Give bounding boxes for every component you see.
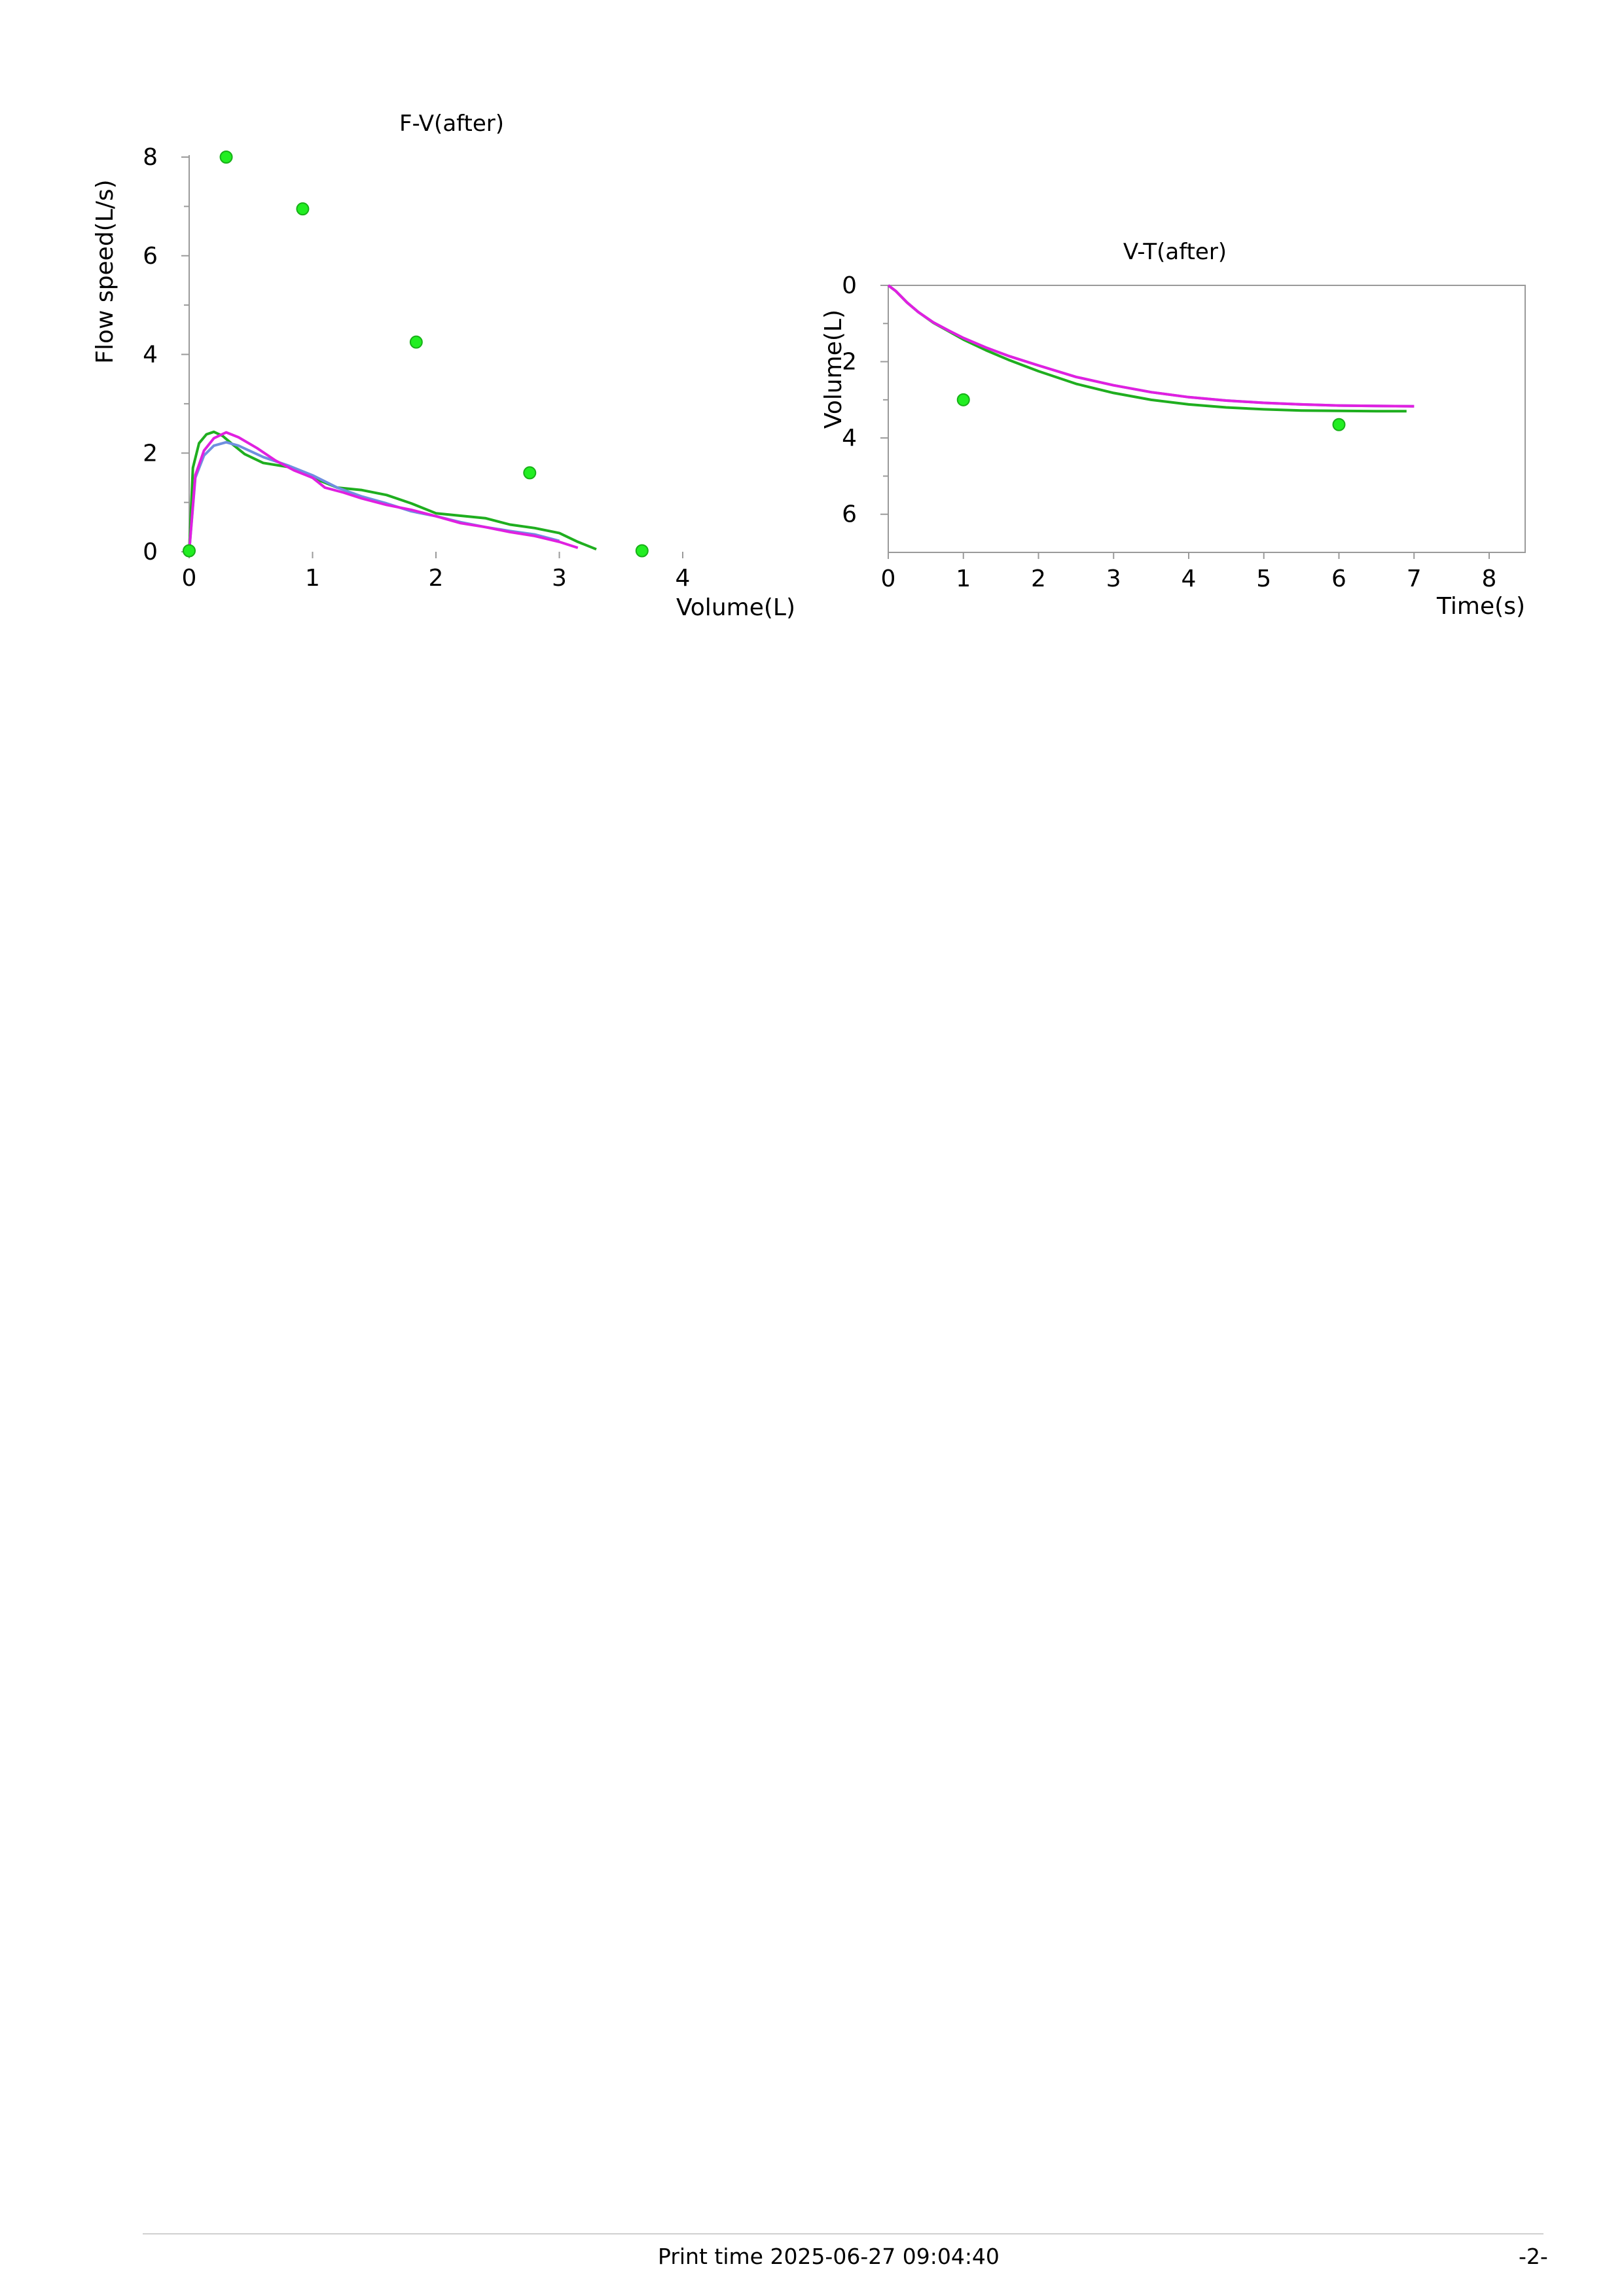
fv-y-tick-label: 8 — [143, 144, 158, 171]
fv-plot-area: 0 1 2 3 4 0 2 4 6 8 — [143, 144, 690, 592]
vt-plot-frame — [888, 285, 1526, 553]
vt-x-tick-label: 1 — [956, 565, 971, 592]
fv-x-tick-label: 2 — [429, 565, 444, 592]
fv-y-tick-label: 0 — [143, 539, 158, 565]
fv-chart: F-V(after) Flow speed(L/s) Volume(L) 0 1 2… — [92, 111, 795, 621]
vt-plot-area: 0 1 2 3 4 5 6 7 8 0 2 4 6 — [842, 272, 1496, 592]
vt-x-tick-label: 6 — [1331, 565, 1346, 592]
fv-x-axis-label: Volume(L) — [676, 594, 795, 621]
fv-y-tick-label: 6 — [143, 243, 158, 270]
fv-x-tick-label: 3 — [552, 565, 567, 592]
fv-reference-point — [635, 544, 649, 558]
vt-series-line-2 — [887, 284, 1415, 408]
print-time: Print time 2025-06-27 09:04:40 — [658, 2244, 1000, 2269]
fv-reference-point — [409, 335, 423, 349]
vt-y-tick-label: 4 — [842, 425, 857, 452]
vt-reference-point — [1332, 418, 1346, 431]
vt-x-tick-label: 3 — [1106, 565, 1121, 592]
page-number: -2- — [1519, 2244, 1548, 2269]
vt-y-tick-label: 2 — [842, 349, 857, 376]
vt-x-tick-label: 5 — [1256, 565, 1271, 592]
fv-x-tick-label: 1 — [305, 565, 320, 592]
vt-y-axis-label: Volume(L) — [820, 310, 847, 429]
vt-reference-point — [956, 393, 970, 406]
footer-divider — [143, 2233, 1543, 2234]
vt-series-line-3 — [887, 284, 1415, 408]
vt-x-tick-label: 7 — [1407, 565, 1422, 592]
fv-y-tick-label: 4 — [143, 342, 158, 368]
vt-x-tick-label: 2 — [1031, 565, 1046, 592]
fv-y-axis-label: Flow speed(L/s) — [92, 179, 118, 363]
fv-reference-point — [523, 466, 537, 480]
fv-chart-title: F-V(after) — [399, 111, 504, 137]
vt-x-tick-label: 8 — [1482, 565, 1497, 592]
vt-chart: V-T(after) Volume(L) Time(s) 0 1 2 3 4 5 6 7 8 0 2… — [820, 239, 1526, 620]
vt-y-tick-label: 6 — [842, 501, 857, 528]
fv-reference-point — [296, 202, 310, 216]
vt-x-tick-label: 0 — [881, 565, 896, 592]
vt-y-tick-label: 0 — [842, 272, 857, 299]
fv-x-tick-label: 4 — [676, 565, 691, 592]
fv-y-tick-label: 2 — [143, 440, 158, 467]
fv-reference-point — [183, 544, 196, 558]
fv-series-line-2 — [188, 440, 560, 552]
fv-series-line-3 — [188, 431, 579, 552]
fv-reference-point — [219, 151, 233, 164]
vt-chart-title: V-T(after) — [1123, 239, 1227, 265]
vt-x-axis-label: Time(s) — [1436, 593, 1525, 620]
fv-x-tick-label: 0 — [182, 565, 197, 592]
vt-x-tick-label: 4 — [1182, 565, 1197, 592]
